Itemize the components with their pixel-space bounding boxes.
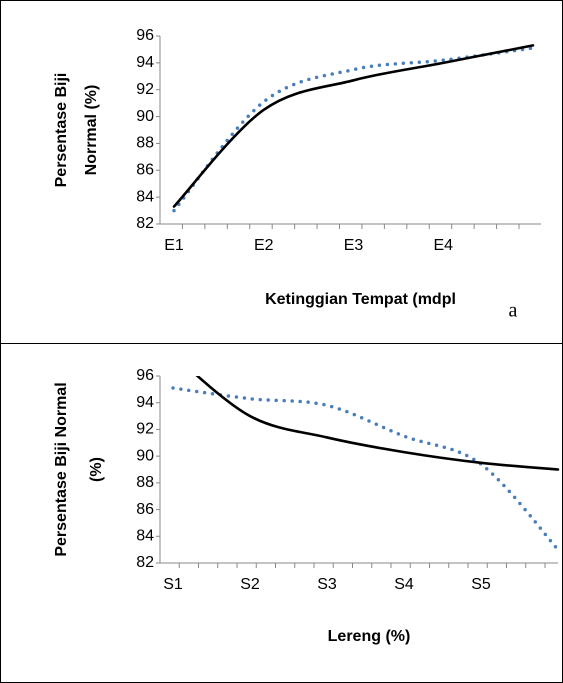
y-tick-label: 88: [136, 474, 154, 491]
panel-label: a: [509, 300, 518, 322]
y-axis-title: Persentase Biji: [53, 73, 70, 188]
y-axis-title: Norrmal (%): [83, 85, 100, 176]
y-tick-label: 90: [136, 108, 154, 125]
series-line: [172, 46, 535, 213]
y-tick-label: 92: [136, 421, 154, 438]
y-tick-label: 92: [136, 81, 154, 98]
y-axis-title: (%): [88, 457, 105, 482]
series-line: [195, 376, 560, 471]
y-tick-label: 86: [136, 501, 154, 518]
x-tick-label: E3: [344, 237, 364, 254]
y-tick-label: 96: [136, 367, 154, 384]
x-tick-label: S4: [394, 576, 414, 593]
x-tick-label: E2: [254, 237, 274, 254]
y-tick-label: 82: [136, 215, 154, 232]
y-tick-label: 86: [136, 162, 154, 179]
x-tick-label: E1: [164, 237, 184, 254]
x-tick-label: S3: [317, 576, 337, 593]
y-tick-label: 96: [136, 27, 154, 44]
y-axis-title: Persentase Biji Normal: [53, 382, 70, 556]
y-tick-label: 88: [136, 135, 154, 152]
y-tick-label: 90: [136, 447, 154, 464]
y-tick-label: 94: [136, 54, 154, 71]
series-line: [171, 386, 560, 552]
x-axis-title: Lereng (%): [328, 628, 411, 645]
x-tick-label: S5: [471, 576, 491, 593]
y-tick-label: 84: [136, 528, 154, 545]
y-tick-label: 94: [136, 394, 154, 411]
y-tick-label: 84: [136, 188, 154, 205]
series-line: [172, 44, 535, 208]
x-tick-label: S1: [163, 576, 183, 593]
x-axis-title: Ketinggian Tempat (mdpl: [265, 291, 456, 308]
x-tick-label: S2: [240, 576, 260, 593]
y-tick-label: 82: [136, 554, 154, 571]
x-tick-label: E4: [433, 237, 453, 254]
